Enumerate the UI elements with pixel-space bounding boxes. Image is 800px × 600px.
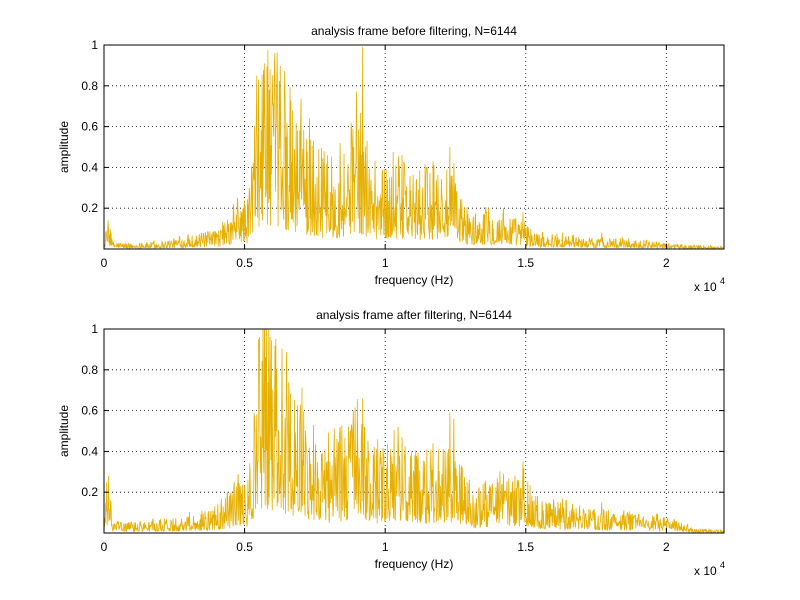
y-tick-label: 0.2 bbox=[81, 201, 98, 215]
axes-1: 0 0.5 1 1.5 2 0.2 0.4 0.6 0.8 1 analysis frame bef… bbox=[57, 24, 725, 294]
x-tick-label: 2 bbox=[663, 256, 670, 270]
y-tick-label: 0.8 bbox=[81, 363, 98, 377]
x-tick-label: 1.5 bbox=[517, 540, 534, 554]
chart-title: analysis frame after filtering, N=6144 bbox=[316, 308, 512, 322]
x-tick-label: 2 bbox=[663, 540, 670, 554]
y-axis-label: amplitude bbox=[57, 121, 71, 173]
axes-box bbox=[103, 328, 725, 534]
x-tick-label: 0.5 bbox=[236, 540, 253, 554]
x-axis-multiplier: x 10 bbox=[694, 564, 717, 578]
x-tick-label: 0 bbox=[101, 540, 108, 554]
x-tick-label: 1 bbox=[382, 540, 389, 554]
y-tick-label: 0.6 bbox=[81, 120, 98, 134]
y-tick-label: 0.2 bbox=[81, 485, 98, 499]
x-axis-multiplier-exponent: 4 bbox=[720, 560, 725, 570]
x-tick-label: 0 bbox=[101, 256, 108, 270]
y-axis-label: amplitude bbox=[57, 405, 71, 457]
y-tick-label: 0.4 bbox=[81, 160, 98, 174]
x-tick-label: 0.5 bbox=[236, 256, 253, 270]
spectrum-line bbox=[103, 328, 725, 534]
chart-title: analysis frame before filtering, N=6144 bbox=[311, 24, 517, 38]
axes-box bbox=[103, 44, 725, 250]
y-tick-label: 0.4 bbox=[81, 444, 98, 458]
x-axis-multiplier: x 10 bbox=[694, 280, 717, 294]
x-axis-label: frequency (Hz) bbox=[375, 273, 454, 287]
x-tick-label: 1 bbox=[382, 256, 389, 270]
y-tick-label: 1 bbox=[91, 322, 98, 336]
y-tick-label: 1 bbox=[91, 38, 98, 52]
x-axis-label: frequency (Hz) bbox=[375, 557, 454, 571]
x-tick-label: 1.5 bbox=[517, 256, 534, 270]
x-axis-multiplier-exponent: 4 bbox=[720, 276, 725, 286]
y-tick-label: 0.8 bbox=[81, 79, 98, 93]
y-tick-label: 0.6 bbox=[81, 404, 98, 418]
spectrum-line bbox=[103, 47, 725, 251]
axes-2: 0 0.5 1 1.5 2 0.2 0.4 0.6 0.8 1 analysis frame aft… bbox=[57, 308, 725, 578]
